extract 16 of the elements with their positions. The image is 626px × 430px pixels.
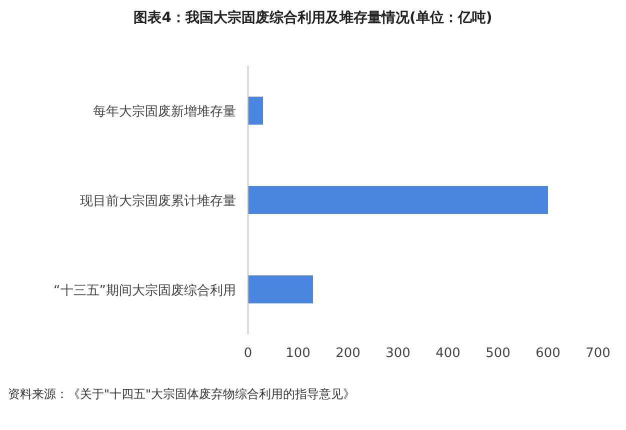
x-tick-label: 300 [386, 346, 410, 361]
x-tick-label: 100 [286, 346, 310, 361]
x-tick-label: 600 [536, 346, 560, 361]
chart-title: 图表4：我国大宗固废综合利用及堆存量情况(单位：亿吨) [134, 9, 492, 26]
x-tick-label: 400 [436, 346, 460, 361]
x-tick-label: 200 [336, 346, 360, 361]
y-tick-label: 每年大宗固废新增堆存量 [93, 104, 236, 120]
bar [248, 96, 263, 125]
y-tick-label: 现目前大宗固废累计堆存量 [80, 193, 236, 209]
bar [248, 186, 548, 214]
x-tick-label: 500 [486, 346, 510, 361]
y-tick-label: “十三五”期间大宗固废综合利用 [54, 282, 236, 298]
bar [248, 275, 313, 304]
x-tick-label: 0 [244, 346, 252, 361]
text: 资料来源：《关于"十四五"大宗固体废弃物综合利用的指导意见》 [8, 387, 356, 401]
x-tick-label: 700 [586, 346, 610, 361]
